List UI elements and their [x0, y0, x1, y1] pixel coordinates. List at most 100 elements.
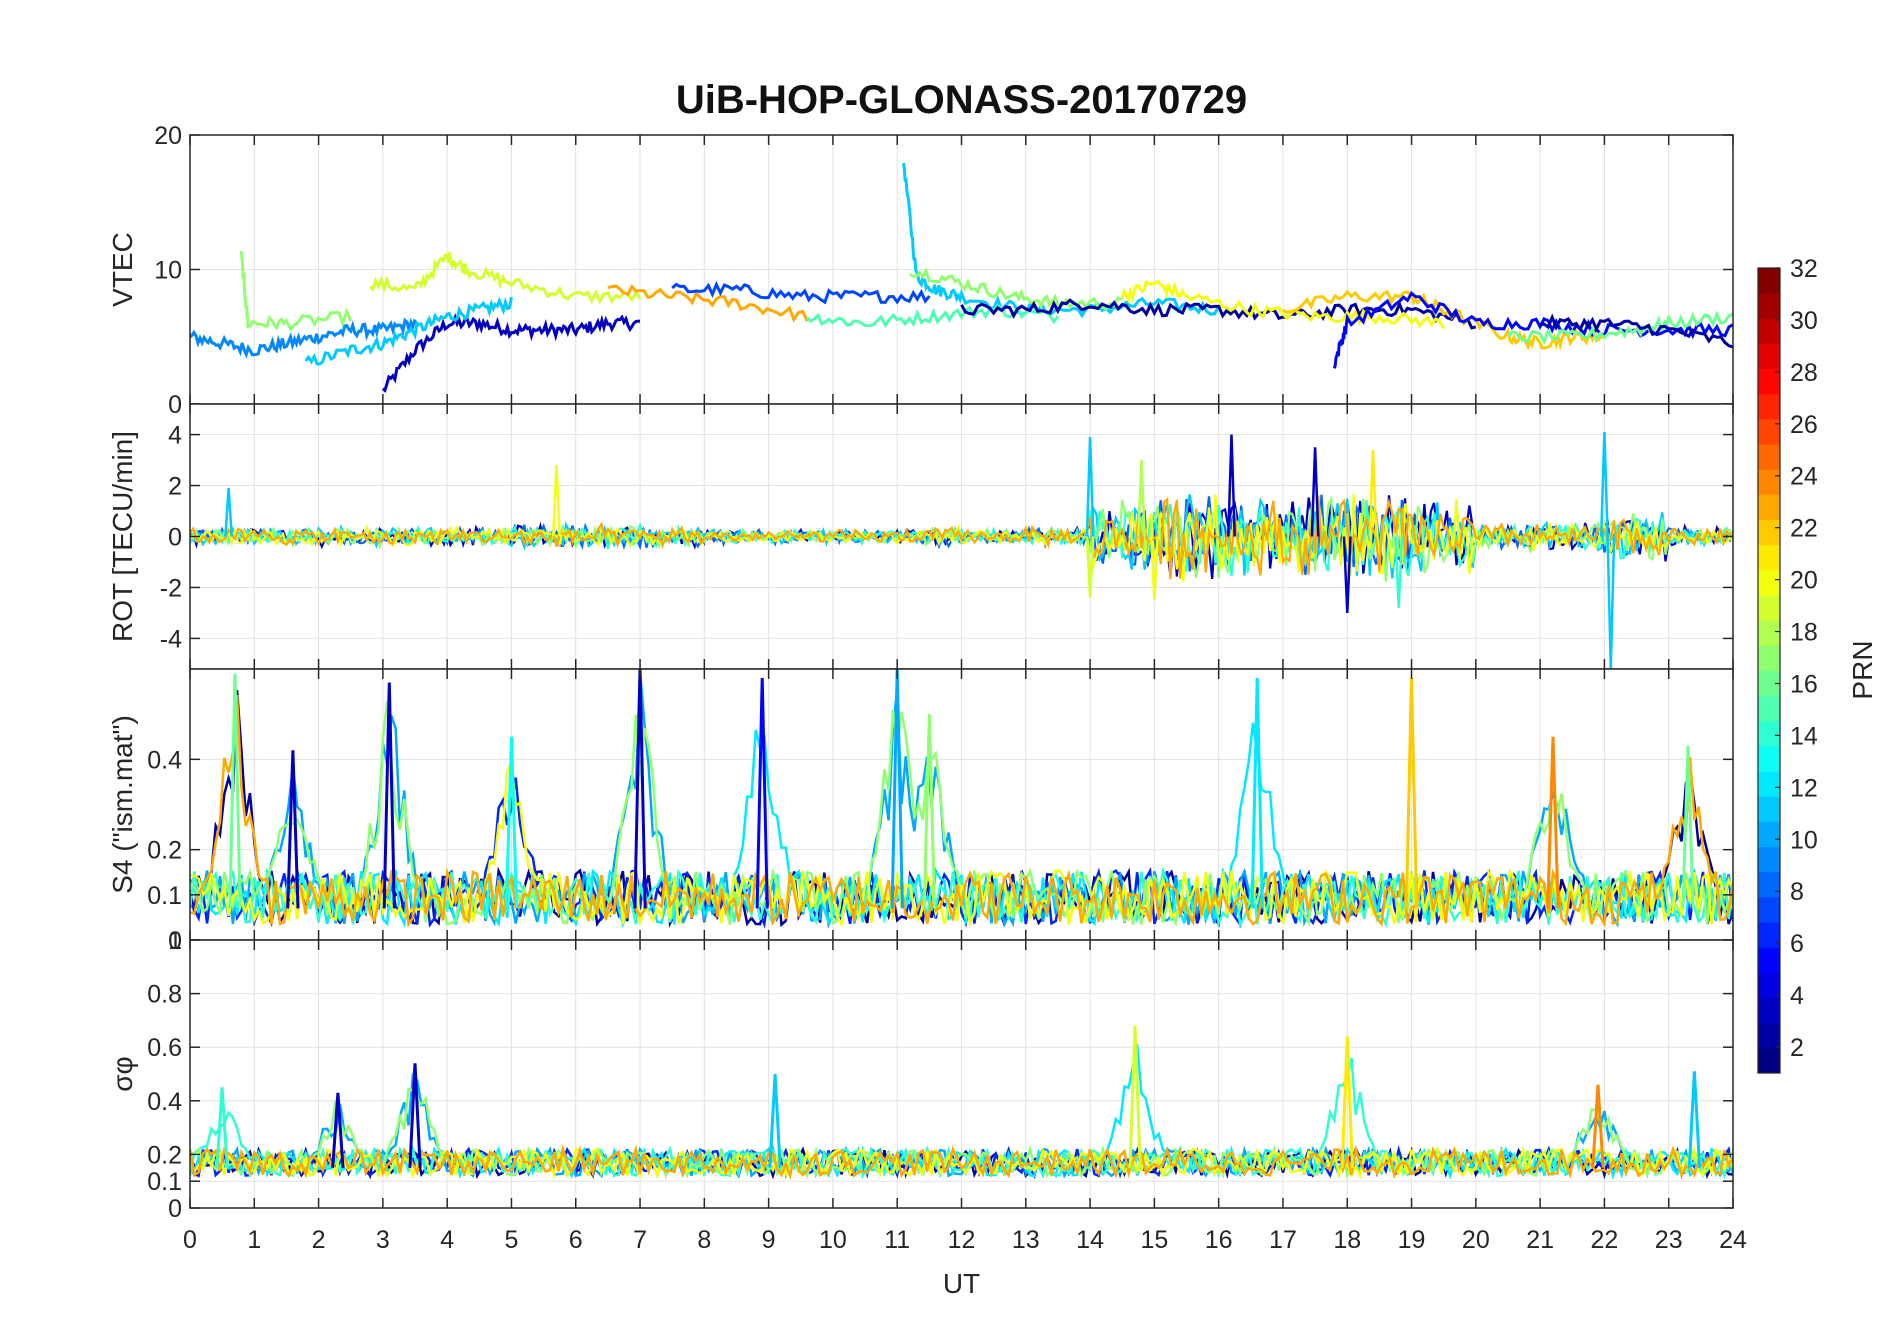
colorbar-cell [1758, 947, 1780, 973]
x-tick-label: 19 [1398, 1226, 1426, 1254]
y-tick-label: -2 [160, 574, 182, 602]
colorbar-cell [1758, 444, 1780, 470]
colorbar-cell [1758, 796, 1780, 822]
y-axis-label: σφ [107, 1056, 138, 1091]
colorbar-cell [1758, 268, 1780, 294]
y-tick-label: 0.8 [147, 981, 182, 1009]
panel-data [190, 431, 1733, 669]
panel-vtec: 0 10 20 VTEC [107, 122, 1734, 419]
peak [1681, 745, 1695, 909]
y-axis-label: S4 ("ism.mat") [107, 715, 138, 894]
series-line-prn-17 [909, 267, 1123, 311]
series-line-prn-17 [190, 1087, 1733, 1180]
x-tick-label: 8 [697, 1226, 711, 1254]
peak [228, 673, 242, 909]
x-tick-label: 10 [819, 1226, 847, 1254]
peak [1340, 1036, 1354, 1168]
peak [1546, 736, 1560, 909]
x-tick-label: 5 [505, 1226, 519, 1254]
colorbar-tick-label: 32 [1790, 255, 1818, 283]
peak [1687, 1071, 1702, 1168]
series-line-prn-17 [239, 251, 353, 332]
colorbar-tick-label: 30 [1790, 307, 1818, 335]
series-line-prn-2 [1539, 313, 1733, 349]
series-line-prn-20 [190, 758, 1733, 929]
colorbar-tick-label: 20 [1790, 567, 1818, 595]
colorbar-cell [1758, 620, 1780, 646]
spike [551, 465, 561, 537]
y-tick-label: 10 [154, 257, 182, 285]
panel-data [190, 1025, 1733, 1181]
colorbar-cell [1758, 821, 1780, 848]
colorbar-cell [1758, 645, 1780, 671]
panel-rot: -4 -2 0 2 4 ROT [TECU/min] [107, 403, 1734, 670]
spike [1394, 536, 1404, 608]
colorbar-cell [1758, 318, 1780, 344]
series-line-prn-23 [607, 283, 809, 323]
colorbar-cell [1758, 418, 1780, 445]
chart-title: UiB-HOP-GLONASS-20170729 [676, 78, 1247, 122]
panel-data [190, 162, 1733, 394]
x-tick-label: 18 [1333, 1226, 1361, 1254]
x-tick-label: 20 [1462, 1226, 1490, 1254]
y-tick-label: 20 [154, 122, 182, 150]
y-tick-label: 0.2 [147, 837, 182, 865]
colorbar-cell [1758, 569, 1780, 596]
colorbar-cell [1758, 343, 1780, 370]
series-line-prn-3 [381, 312, 641, 394]
peak [408, 1063, 422, 1168]
x-tick-label: 21 [1526, 1226, 1554, 1254]
colorbar-cell [1758, 1047, 1780, 1074]
spike [1342, 536, 1352, 613]
colorbar-cell [1758, 896, 1780, 923]
series-line-prn-17 [190, 494, 1733, 582]
colorbar-cell [1758, 469, 1780, 495]
y-tick-label: 4 [168, 422, 182, 450]
x-tick-label: 4 [440, 1226, 454, 1254]
colorbar-cell [1758, 494, 1780, 521]
colorbar-cell [1758, 771, 1780, 797]
colorbar-cell [1758, 293, 1780, 319]
colorbar-cell [1758, 1022, 1780, 1049]
series-line-prn-23 [190, 695, 1733, 929]
colorbar-cell [1758, 393, 1780, 420]
spike [1310, 447, 1320, 537]
y-tick-label: 0.4 [147, 1088, 182, 1116]
series-line-prn-16 [1506, 310, 1733, 346]
spike [1085, 536, 1095, 598]
spike [1368, 449, 1378, 537]
x-tick-label: 14 [1076, 1226, 1104, 1254]
y-tick-label: 0.4 [147, 746, 182, 774]
series-line-prn-19 [369, 252, 642, 305]
peak [922, 714, 936, 909]
peak [768, 1073, 782, 1168]
series-line-prn-2 [960, 298, 1477, 330]
colorbar-cell [1758, 519, 1780, 546]
colorbar-tick-label: 4 [1790, 982, 1804, 1010]
peak [504, 736, 519, 909]
colorbar-cell [1758, 745, 1780, 772]
peak [1250, 677, 1264, 909]
series-line-prn-23 [190, 1144, 1733, 1181]
colorbar-cell [1758, 922, 1780, 948]
series-line-prn-11 [304, 296, 513, 366]
colorbar-label: PRN [1847, 640, 1878, 699]
y-axis-label: VTEC [107, 232, 138, 307]
spike [1599, 431, 1609, 537]
panel-data [190, 669, 1733, 930]
colorbar-tick-label: 14 [1790, 722, 1818, 750]
peak [755, 677, 769, 909]
y-tick-label: 0.1 [147, 1168, 182, 1196]
spike [1227, 434, 1236, 537]
x-tick-label: 16 [1205, 1226, 1233, 1254]
panel-s4: 0 0.1 0.2 0.4 S4 ("ism.mat") [107, 668, 1734, 955]
y-axis-label: ROT [TECU/min] [107, 431, 138, 642]
peak [382, 682, 396, 909]
colorbar-tick-label: 8 [1790, 878, 1804, 906]
peak [633, 669, 647, 909]
colorbar-tick-label: 2 [1790, 1034, 1804, 1062]
y-tick-label: 0.2 [147, 1141, 182, 1169]
y-tick-label: 0 [168, 927, 182, 955]
